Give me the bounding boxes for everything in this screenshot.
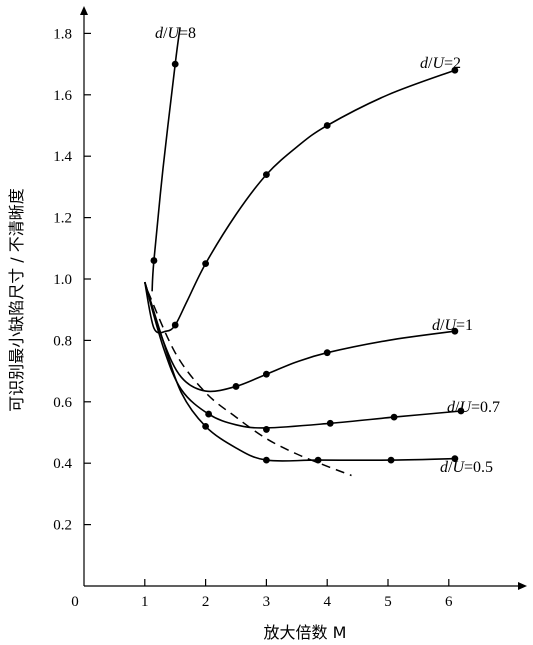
data-point (457, 407, 465, 415)
x-tick-label: 6 (445, 594, 453, 610)
data-point (390, 413, 398, 421)
series-labels: d/U=8 d/U=2 d/U=1 d/U=0.7 d/U=0.5 (155, 25, 500, 476)
data-point (263, 370, 270, 378)
series-line (144, 281, 456, 393)
series-line (144, 69, 456, 334)
data-point (232, 383, 240, 390)
series-line (144, 281, 455, 462)
series-5 (144, 281, 459, 464)
series-3 (144, 281, 459, 393)
data-point (205, 410, 213, 418)
data-point (202, 422, 210, 430)
data-point (150, 257, 158, 264)
data-point (171, 321, 179, 329)
y-tick-label: 1.2 (53, 211, 72, 227)
data-point (202, 260, 210, 268)
data-point (263, 456, 270, 464)
x-tick-label: 1 (141, 594, 149, 610)
series-group (144, 27, 465, 464)
y-tick-label: 1.4 (53, 149, 72, 165)
y-axis-title: 可识别最小缺陷尺寸 / 不清晰度 (7, 188, 26, 412)
x-tick-label: 3 (263, 594, 271, 610)
origin-label: 0 (71, 594, 79, 610)
x-tick-label: 5 (384, 594, 392, 610)
data-point (387, 456, 395, 464)
data-point (323, 122, 331, 129)
y-tick-label: 0.4 (53, 456, 72, 472)
series-label: d/U=2 (420, 55, 461, 72)
x-tick-label: 4 (323, 594, 331, 610)
y-tick-label: 0.8 (53, 333, 72, 349)
data-point (314, 456, 322, 464)
data-point (326, 419, 334, 427)
y-tick-label: 0.2 (53, 518, 72, 534)
data-point (263, 171, 270, 179)
series-2 (144, 66, 459, 334)
series-line (151, 27, 181, 292)
y-tick-label: 1.8 (53, 26, 72, 42)
series-line (144, 281, 462, 429)
data-point (451, 455, 459, 462)
series-label: d/U=8 (155, 25, 196, 42)
y-tick-label: 0.6 (53, 395, 72, 411)
data-point (263, 426, 270, 433)
data-point (171, 60, 179, 68)
x-ticks: 1 2 3 4 5 6 (141, 579, 453, 610)
series-1 (150, 27, 181, 292)
data-point (451, 327, 459, 335)
series-label: d/U=1 (432, 317, 473, 334)
x-axis-arrow (518, 582, 527, 590)
y-tick-label: 1.0 (53, 272, 72, 288)
x-tick-label: 2 (202, 594, 210, 610)
series-4 (144, 281, 465, 433)
axes (80, 6, 527, 590)
y-axis-arrow (80, 6, 88, 15)
data-point (323, 349, 331, 357)
x-axis-title: 放大倍数 M (264, 623, 347, 642)
y-tick-label: 1.6 (53, 88, 72, 104)
y-ticks: 0.2 0.4 0.6 0.8 1.0 1.2 1.4 1.6 1.8 (53, 26, 91, 534)
series-label: d/U=0.7 (447, 399, 500, 416)
series-label: d/U=0.5 (440, 459, 493, 476)
data-point (451, 66, 459, 74)
